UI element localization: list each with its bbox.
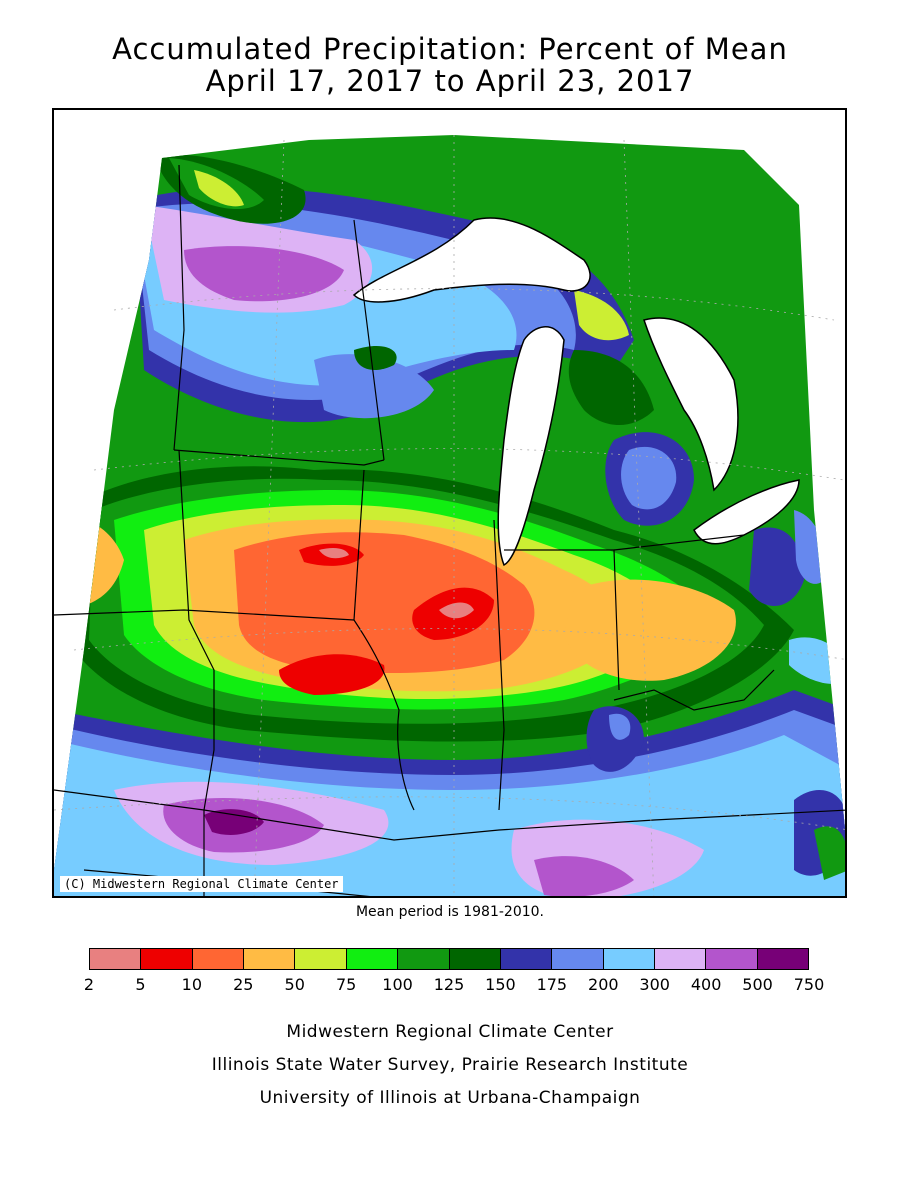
color-legend-bar [89, 948, 809, 970]
legend-swatch [346, 949, 399, 969]
legend-break-label: 25 [233, 975, 254, 994]
legend-swatch [244, 949, 296, 969]
legend-break-label: 2 [83, 975, 95, 994]
great-lakes [352, 217, 800, 567]
precipitation-map: (C) Midwestern Regional Climate Center [52, 108, 847, 898]
legend-swatch [192, 949, 245, 969]
legend-break-label: 10 [181, 975, 203, 994]
credit-line-1: Midwestern Regional Climate Center [286, 1022, 614, 1042]
legend-break-label: 5 [135, 975, 146, 994]
map-subtitle-date-range: April 17, 2017 to April 23, 2017 [205, 64, 695, 98]
legend-swatch [398, 949, 450, 969]
legend-break-label: 125 [433, 975, 465, 994]
precipitation-map-svg [54, 135, 845, 896]
legend-swatch [449, 949, 501, 969]
legend-break-label: 400 [690, 975, 722, 994]
legend-swatch [757, 949, 809, 969]
legend-break-label: 200 [588, 975, 619, 994]
legend-swatch [141, 949, 193, 969]
graticule [54, 135, 845, 896]
mean-period-note: Mean period is 1981-2010. [355, 904, 545, 920]
legend-swatch [603, 949, 655, 969]
color-legend-labels: 2 5 10 25 50 75 100 125 150 175 200 300 400 500 750 [84, 975, 824, 997]
map-copyright: (C) Midwestern Regional Climate Center [60, 876, 343, 892]
credit-line-2: Illinois State Water Survey, Prairie Res… [211, 1055, 689, 1075]
legend-break-label: 750 [793, 975, 825, 994]
legend-break-label: 150 [485, 975, 516, 994]
legend-swatch [654, 949, 707, 969]
legend-swatch [706, 949, 758, 969]
legend-break-label: 75 [335, 975, 357, 994]
credit-line-3: University of Illinois at Urbana-Champai… [259, 1088, 641, 1108]
map-title: Accumulated Precipitation: Percent of Me… [112, 32, 788, 66]
legend-swatch [295, 949, 347, 969]
legend-break-label: 50 [284, 975, 305, 994]
legend-break-label: 500 [742, 975, 773, 994]
legend-swatch [552, 949, 604, 969]
legend-break-label: 100 [382, 975, 413, 994]
legend-swatch [500, 949, 553, 969]
legend-break-label: 175 [536, 975, 568, 994]
state-boundaries [54, 164, 845, 896]
legend-swatch [90, 949, 142, 969]
legend-break-label: 300 [639, 975, 670, 994]
